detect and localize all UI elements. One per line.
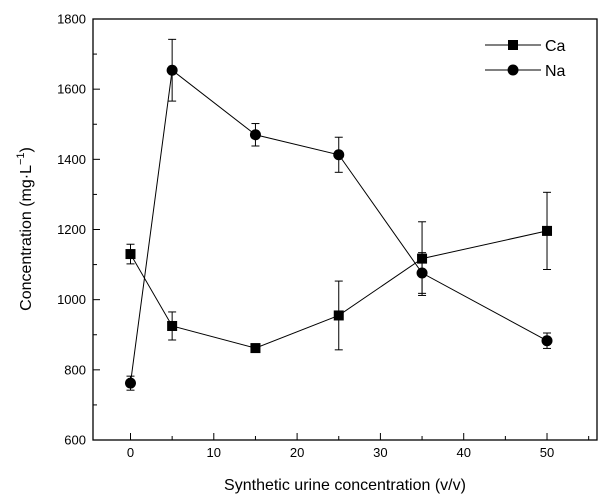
y-tick-label: 600	[64, 433, 86, 448]
legend-entry-na: Na	[485, 63, 566, 80]
y-axis-label-close: )	[18, 147, 35, 152]
y-tick-label: 800	[64, 362, 86, 377]
legend-label-na: Na	[545, 63, 566, 80]
data-point-na	[333, 149, 345, 161]
data-point-na	[541, 335, 553, 347]
y-tick-label: 1800	[57, 12, 86, 27]
legend-label-ca: Ca	[545, 38, 566, 55]
data-point-ca	[542, 225, 553, 236]
data-point-ca	[167, 320, 178, 331]
series-ca	[125, 191, 553, 354]
y-tick-label: 1200	[57, 222, 86, 237]
x-tick-label: 50	[540, 445, 554, 460]
series-na	[124, 38, 553, 391]
x-tick-label: 20	[290, 445, 304, 460]
series-line-na	[129, 69, 548, 384]
data-point-na	[166, 64, 178, 76]
legend-square-marker-icon	[508, 40, 518, 50]
y-axis-label-main: Concentration (mg·L	[18, 165, 35, 311]
data-point-na	[416, 267, 428, 279]
x-tick-label: 40	[456, 445, 470, 460]
series-layer	[124, 38, 553, 391]
legend-entry-ca: Ca	[485, 38, 566, 55]
data-point-ca	[333, 310, 344, 321]
y-tick-label: 1600	[57, 82, 86, 97]
data-point-na	[249, 129, 261, 141]
y-tick-label: 1000	[57, 292, 86, 307]
x-tick-labels: 0 10 20 30 40 50	[127, 445, 554, 460]
y-axis-label: Concentration (mg·L−1)	[15, 147, 35, 311]
y-axis-label-superscript: −1	[15, 152, 27, 165]
x-tick-label: 10	[207, 445, 221, 460]
y-tick-labels: 600 800 1000 1200 1400 1600 1800	[57, 12, 86, 448]
legend-circle-marker-icon	[507, 64, 519, 76]
y-tick-label: 1400	[57, 152, 86, 167]
data-point-ca	[125, 249, 136, 260]
series-line-ca	[130, 230, 548, 349]
axis-ticks	[93, 18, 590, 441]
x-tick-label: 30	[373, 445, 387, 460]
plot-area	[92, 18, 598, 441]
x-tick-label: 0	[127, 445, 134, 460]
data-point-ca	[250, 343, 261, 354]
x-axis-label: Synthetic urine concentration (v/v)	[224, 477, 466, 494]
data-point-na	[124, 377, 136, 389]
legend: Ca Na	[485, 38, 566, 80]
